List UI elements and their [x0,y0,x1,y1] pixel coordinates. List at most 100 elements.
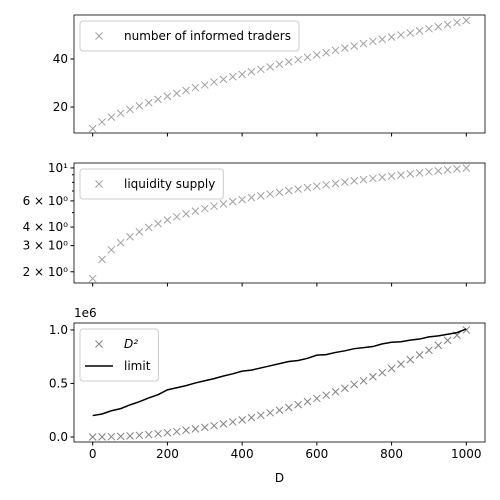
marker [200,204,209,213]
axes-frame [73,14,486,134]
marker [462,164,471,172]
line [92,328,467,417]
marker [443,166,452,174]
marker [144,430,153,439]
marker [443,20,452,29]
axes: 0 200 400 600 800 1000 0.0 0.5 1.0 1e6 D [49,306,482,485]
marker [144,223,153,232]
marker [238,70,246,79]
marker [98,433,106,441]
marker [378,173,387,182]
y-tick-label: 3 × 10⁰ [23,239,69,253]
marker [154,95,162,104]
marker [369,174,377,183]
marker [331,179,340,188]
marker [397,31,405,39]
legend-label: number of informed traders [124,29,291,43]
marker [350,380,359,389]
marker [313,182,321,191]
marker [182,426,190,435]
marker [387,172,396,180]
marker [256,191,265,200]
marker [303,397,312,406]
marker [415,351,424,359]
marker [397,360,405,368]
marker [135,431,144,440]
marker [387,33,396,41]
marker [331,46,340,55]
y-offset-label: 1e6 [74,306,97,320]
marker [95,32,103,40]
marker [256,65,265,74]
marker [88,124,97,133]
marker [284,186,293,195]
marker [415,27,424,35]
marker [219,75,228,84]
marker [266,408,275,417]
marker [88,433,97,441]
x-tick-label: 1000 [451,447,482,461]
marker [116,432,125,441]
y-tick-label: 10¹ [48,161,68,175]
marker [247,193,256,202]
marker [434,22,443,31]
marker [144,98,153,107]
marker [191,83,200,92]
marker [322,391,331,400]
marker [95,340,103,348]
marker [313,51,321,59]
marker [397,171,405,179]
y-tick-label: 6 × 10⁰ [23,194,69,208]
marker [406,355,415,364]
legend-label: liquidity supply [124,177,215,191]
marker [191,207,200,215]
y-tick-label: 20 [53,100,68,114]
x-tick-label: 800 [380,447,403,461]
marker [238,195,246,204]
marker [425,167,433,176]
marker [462,16,471,25]
legend-frame [79,328,159,382]
marker [434,167,443,175]
marker [266,63,275,71]
marker [406,170,415,178]
marker [294,55,303,64]
marker [425,24,433,33]
marker [294,185,303,194]
marker [275,60,284,69]
y-tick-label: 1.0 [49,323,68,337]
marker [443,336,452,345]
marker [182,86,190,95]
marker [303,53,312,62]
marker [313,394,321,403]
legend: D² limit [79,328,159,382]
marker [247,67,256,76]
legend-label: D² [124,337,138,351]
marker [228,72,237,81]
marker [219,200,228,208]
marker [200,423,209,432]
marker [369,37,377,46]
marker [219,420,228,428]
marker [462,326,471,334]
marker [135,101,144,110]
marker [98,255,106,264]
x-tick-label: 400 [231,447,254,461]
marker [116,109,125,118]
marker [322,180,331,189]
marker [126,432,134,440]
marker [415,168,424,177]
marker [172,212,181,221]
y-tick-label: 40 [53,52,68,66]
marker [154,219,162,228]
marker [294,400,303,409]
marker [322,48,331,57]
marker [341,384,349,393]
marker [266,190,275,198]
marker [275,406,284,415]
marker [191,425,200,433]
marker [98,118,106,126]
marker [256,411,265,420]
marker [406,29,415,37]
